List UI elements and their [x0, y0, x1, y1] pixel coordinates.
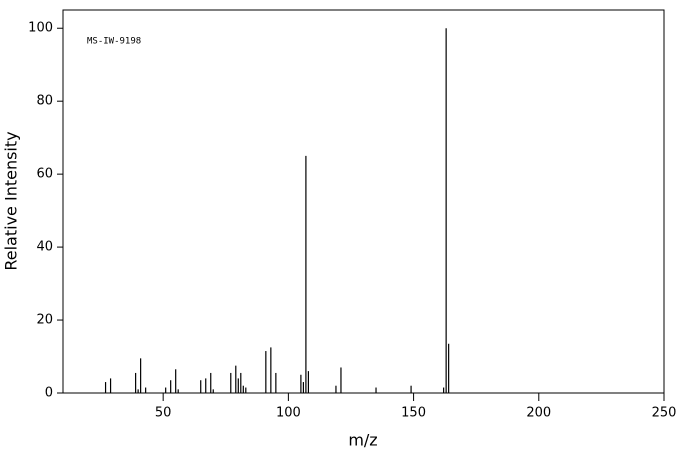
y-tick-label: 0 — [45, 386, 53, 401]
y-tick-label: 20 — [36, 313, 53, 328]
y-tick-label: 100 — [28, 21, 53, 36]
y-tick-label: 40 — [36, 240, 53, 255]
x-tick-label: 100 — [276, 406, 301, 421]
x-axis-label: m/z — [348, 431, 377, 450]
x-tick-label: 50 — [155, 406, 172, 421]
y-axis-label: Relative Intensity — [2, 131, 21, 270]
x-tick-label: 150 — [401, 406, 426, 421]
plot-frame — [62, 9, 665, 394]
x-tick-label: 250 — [652, 406, 676, 421]
x-tick-label: 200 — [526, 406, 551, 421]
y-tick-label: 80 — [36, 94, 53, 109]
y-tick-label: 60 — [36, 167, 53, 182]
chart-title: MS-IW-9198 — [87, 37, 141, 47]
